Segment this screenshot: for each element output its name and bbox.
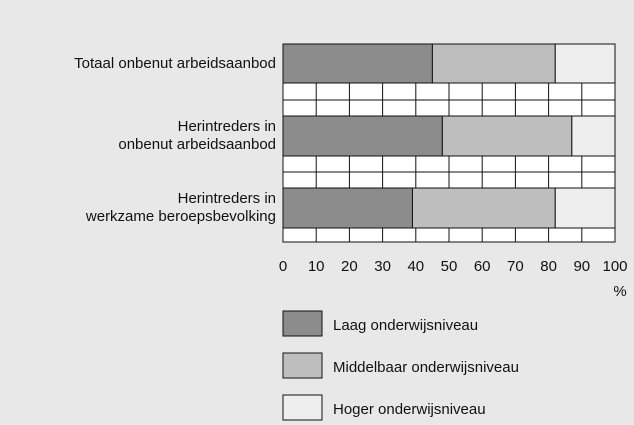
x-tick-label: 20 — [341, 258, 358, 275]
bar-segment — [554, 43, 616, 84]
legend-label: Middelbaar onderwijsniveau — [333, 359, 519, 376]
legend-swatch — [282, 352, 323, 379]
x-tick-label: 90 — [573, 258, 590, 275]
x-tick-label: 100 — [602, 258, 627, 275]
bar-segment — [554, 187, 616, 229]
x-tick-label: 70 — [507, 258, 524, 275]
legend-label: Laag onderwijsniveau — [333, 317, 478, 334]
x-tick-label: 30 — [374, 258, 391, 275]
x-tick-label: 50 — [441, 258, 458, 275]
bar-segment — [411, 187, 556, 229]
bar-segment — [282, 187, 413, 229]
x-tick-label: 80 — [540, 258, 557, 275]
category-label: Herintreders in werkzame beroepsbevolkin… — [85, 190, 276, 225]
plot-border — [282, 43, 616, 243]
bar-segment — [282, 43, 433, 84]
category-label: Herintreders in onbenut arbeidsaanbod — [118, 118, 276, 153]
x-tick-label: 10 — [308, 258, 325, 275]
category-label: Totaal onbenut arbeidsaanbod — [74, 54, 276, 72]
x-tick-label: 40 — [407, 258, 424, 275]
x-axis-label: % — [613, 283, 626, 300]
legend-swatch — [282, 310, 323, 337]
bar-segment — [431, 43, 556, 84]
x-tick-label: 0 — [279, 258, 287, 275]
x-tick-label: 60 — [474, 258, 491, 275]
legend-label: Hoger onderwijsniveau — [333, 401, 486, 418]
legend-swatch — [282, 394, 323, 421]
bar-segment — [282, 115, 443, 157]
bar-segment — [441, 115, 573, 157]
bar-segment — [571, 115, 616, 157]
